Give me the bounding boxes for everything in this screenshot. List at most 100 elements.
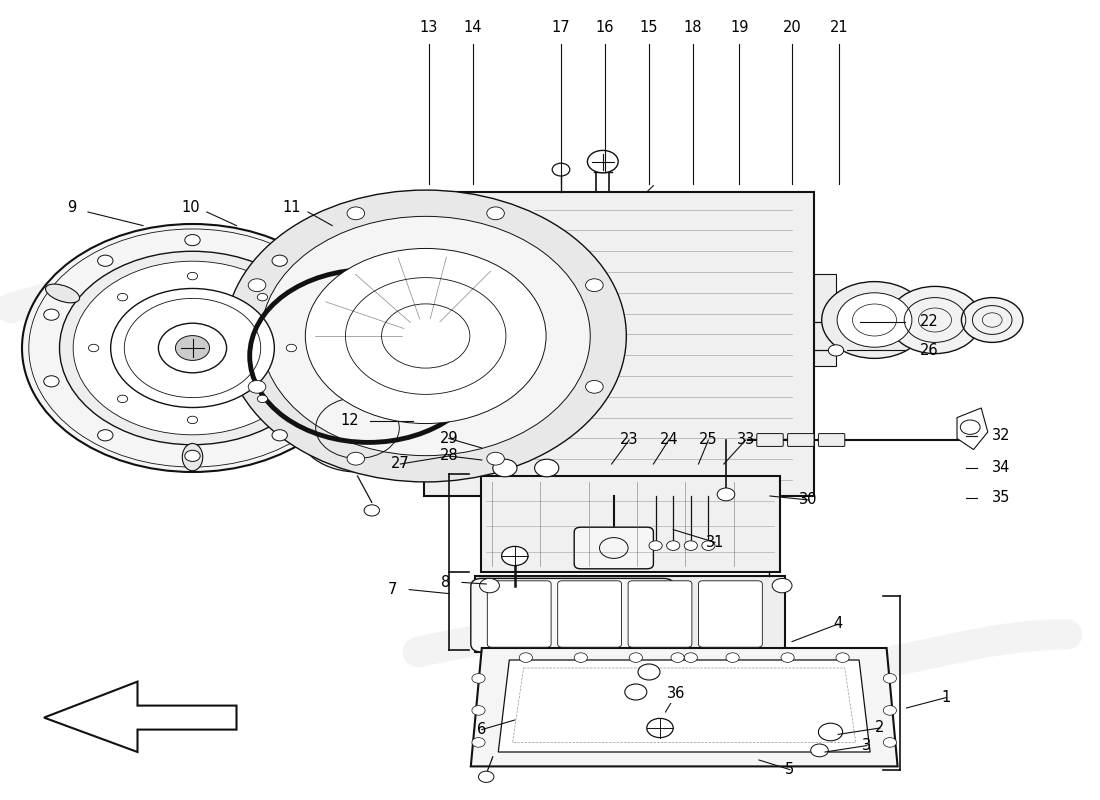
- Circle shape: [647, 718, 673, 738]
- Circle shape: [364, 505, 380, 516]
- Circle shape: [272, 255, 287, 266]
- Circle shape: [98, 255, 113, 266]
- Polygon shape: [498, 660, 870, 752]
- Circle shape: [59, 251, 326, 445]
- Ellipse shape: [306, 284, 340, 303]
- Circle shape: [472, 706, 485, 715]
- Circle shape: [585, 381, 603, 394]
- Circle shape: [649, 541, 662, 550]
- Text: 25: 25: [700, 433, 717, 447]
- Text: 31: 31: [706, 535, 724, 550]
- Text: eurospares: eurospares: [221, 283, 373, 333]
- Text: 8: 8: [441, 575, 450, 590]
- Circle shape: [98, 430, 113, 441]
- Circle shape: [883, 738, 896, 747]
- Text: 30: 30: [800, 493, 817, 507]
- FancyBboxPatch shape: [424, 192, 814, 496]
- FancyBboxPatch shape: [628, 581, 692, 647]
- Circle shape: [684, 541, 697, 550]
- Circle shape: [883, 706, 896, 715]
- FancyBboxPatch shape: [558, 581, 622, 647]
- Text: 16: 16: [596, 21, 614, 35]
- Text: eurospares: eurospares: [606, 627, 758, 677]
- Circle shape: [574, 653, 587, 662]
- Circle shape: [185, 234, 200, 246]
- Text: 7: 7: [388, 582, 397, 597]
- Text: 21: 21: [830, 21, 848, 35]
- Circle shape: [480, 578, 499, 593]
- Text: 12: 12: [341, 414, 359, 428]
- Circle shape: [326, 376, 341, 387]
- Circle shape: [261, 216, 591, 456]
- Circle shape: [818, 723, 843, 741]
- Text: 5: 5: [785, 762, 794, 777]
- Circle shape: [839, 314, 859, 329]
- Text: 22: 22: [920, 314, 939, 329]
- Polygon shape: [957, 408, 988, 450]
- Text: 33: 33: [737, 433, 755, 447]
- Text: 18: 18: [684, 21, 702, 35]
- Circle shape: [326, 309, 341, 320]
- Circle shape: [472, 674, 485, 683]
- Circle shape: [176, 336, 209, 360]
- Circle shape: [257, 395, 267, 402]
- Circle shape: [158, 323, 227, 373]
- Text: 19: 19: [730, 21, 748, 35]
- Text: 20: 20: [782, 21, 802, 35]
- Text: 28: 28: [440, 449, 458, 463]
- Text: 15: 15: [640, 21, 658, 35]
- FancyBboxPatch shape: [788, 434, 814, 446]
- FancyBboxPatch shape: [471, 578, 674, 652]
- Text: 9: 9: [67, 201, 76, 215]
- Circle shape: [629, 653, 642, 662]
- Text: 11: 11: [283, 201, 300, 215]
- Circle shape: [118, 294, 128, 301]
- Circle shape: [961, 298, 1023, 342]
- Circle shape: [22, 224, 363, 472]
- Circle shape: [487, 207, 505, 220]
- Circle shape: [187, 416, 198, 424]
- Circle shape: [667, 541, 680, 550]
- Circle shape: [306, 249, 546, 423]
- Ellipse shape: [45, 284, 79, 303]
- Circle shape: [837, 293, 912, 347]
- Circle shape: [502, 546, 528, 566]
- Circle shape: [889, 286, 981, 354]
- FancyBboxPatch shape: [698, 581, 762, 647]
- FancyBboxPatch shape: [487, 581, 551, 647]
- Circle shape: [519, 653, 532, 662]
- Circle shape: [493, 459, 517, 477]
- Circle shape: [249, 381, 266, 394]
- Circle shape: [487, 452, 505, 465]
- Circle shape: [478, 771, 494, 782]
- Circle shape: [44, 376, 59, 387]
- Circle shape: [346, 452, 364, 465]
- Text: 36: 36: [668, 686, 685, 701]
- FancyBboxPatch shape: [481, 476, 780, 572]
- Circle shape: [88, 344, 99, 352]
- Circle shape: [836, 653, 849, 662]
- FancyBboxPatch shape: [818, 434, 845, 446]
- Circle shape: [187, 272, 198, 280]
- FancyBboxPatch shape: [814, 274, 836, 366]
- Text: 3: 3: [862, 738, 871, 753]
- Text: 36: 36: [668, 686, 685, 701]
- FancyBboxPatch shape: [475, 576, 785, 652]
- Text: 2: 2: [876, 721, 884, 735]
- Circle shape: [111, 289, 274, 407]
- Circle shape: [702, 541, 715, 550]
- Circle shape: [960, 420, 980, 434]
- Circle shape: [249, 278, 266, 291]
- Circle shape: [185, 450, 200, 462]
- Circle shape: [44, 309, 59, 320]
- Circle shape: [671, 653, 684, 662]
- Circle shape: [535, 459, 559, 477]
- Text: 14: 14: [464, 21, 482, 35]
- Circle shape: [883, 674, 896, 683]
- Text: 13: 13: [420, 21, 438, 35]
- FancyBboxPatch shape: [574, 527, 653, 569]
- Text: 35: 35: [992, 490, 1010, 505]
- Circle shape: [73, 261, 312, 435]
- Text: 26: 26: [921, 343, 938, 358]
- Text: 23: 23: [620, 433, 638, 447]
